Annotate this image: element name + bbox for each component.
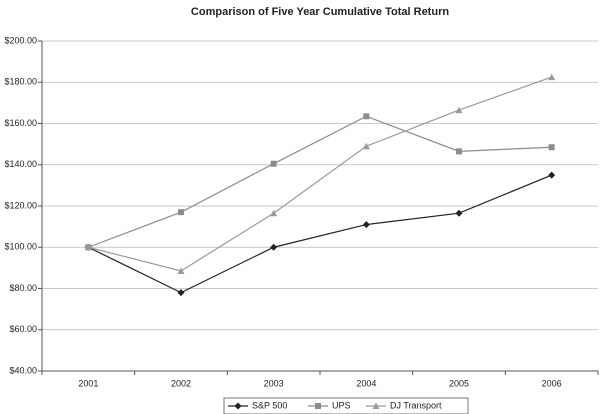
data-point (270, 209, 278, 217)
data-point (270, 160, 277, 167)
data-point (548, 171, 556, 179)
y-tick-label: $80.00 (9, 283, 37, 293)
data-point (270, 243, 278, 251)
x-tick-label: 2006 (542, 378, 562, 388)
series-line (88, 174, 552, 294)
legend-marker (372, 402, 380, 409)
data-point (178, 209, 184, 216)
data-point (548, 144, 555, 151)
x-tick-label: 2004 (356, 378, 376, 388)
x-tick-label: 2003 (264, 378, 284, 388)
data-point (362, 142, 370, 150)
data-point (177, 267, 185, 274)
data-point (455, 106, 463, 114)
y-tick-label: $100.00 (4, 242, 37, 252)
data-point (84, 243, 92, 251)
legend-marker (234, 402, 242, 410)
data-point (455, 209, 463, 217)
y-tick-label: $160.00 (4, 118, 37, 128)
legend-marker (315, 403, 321, 409)
data-point (456, 148, 462, 155)
x-tick-label: 2005 (449, 378, 469, 388)
y-tick-label: $200.00 (4, 35, 37, 45)
x-tick-label: 2002 (171, 378, 191, 388)
data-point (177, 289, 185, 297)
y-tick-label: $60.00 (9, 324, 37, 334)
chart-title: Comparison of Five Year Cumulative Total… (191, 6, 449, 18)
data-point (363, 113, 370, 120)
data-point (548, 73, 556, 81)
y-tick-label: $120.00 (4, 200, 37, 210)
y-tick-label: $40.00 (9, 365, 37, 375)
x-tick-label: 2001 (78, 378, 98, 388)
legend-label: DJ Transport (390, 400, 442, 410)
series-line (88, 115, 552, 248)
legend-label: UPS (332, 400, 351, 410)
series-line (88, 76, 552, 272)
legend-label: S&P 500 (252, 400, 287, 410)
data-point (362, 221, 370, 229)
y-tick-label: $180.00 (4, 77, 37, 87)
y-tick-label: $140.00 (4, 159, 37, 169)
legend-box (223, 397, 469, 414)
